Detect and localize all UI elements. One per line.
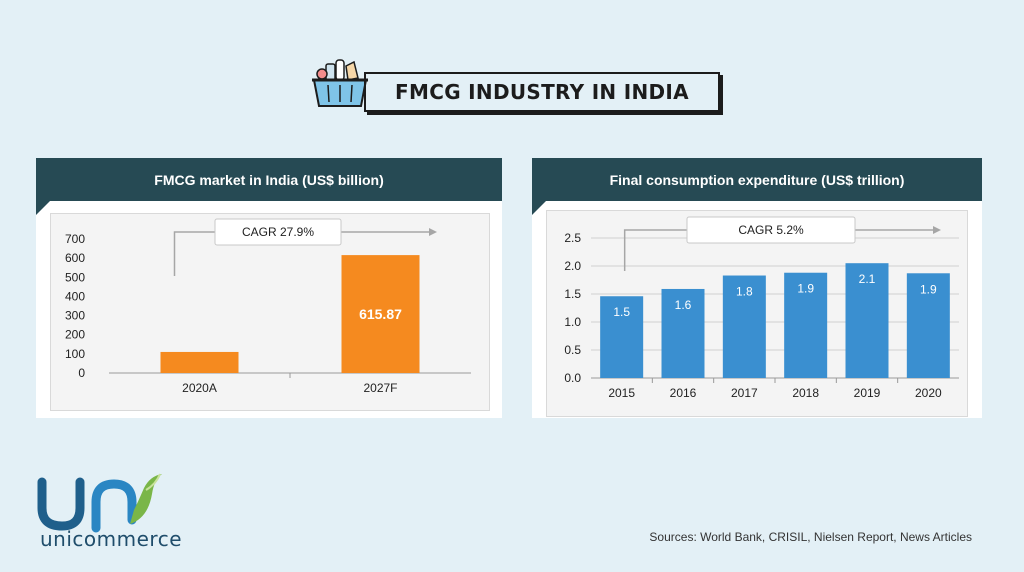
cagr-label: CAGR 27.9%	[242, 225, 314, 239]
sources-note: Sources: World Bank, CRISIL, Nielsen Rep…	[649, 530, 972, 544]
data-label: 1.9	[797, 282, 814, 296]
consumption-chart: 0.0 0.5 1.0 1.5 2.0 2.5 2015 1.5 2016 1.6 2017 1.8 2…	[564, 216, 959, 400]
header-notch	[36, 201, 50, 215]
consumption-panel: Final consumption expenditure (US$ trill…	[532, 158, 982, 418]
bar-2020	[906, 273, 950, 378]
x-tick-label: 2019	[854, 386, 881, 400]
x-tick-label: 2017	[731, 386, 758, 400]
y-tick-label: 300	[65, 309, 85, 323]
fmcg-market-panel: FMCG market in India (US$ billion) 0 100 2…	[36, 158, 502, 418]
y-tick-label: 600	[65, 251, 85, 265]
fmcg-chart-area: 0 100 200 300 400 500 600 700 2020A 2027F 615.87 CA…	[50, 213, 490, 411]
y-tick-label: 2.0	[564, 259, 581, 273]
page-header: FMCG INDUSTRY IN INDIA	[308, 58, 720, 114]
bar-2015	[600, 296, 644, 378]
grocery-basket-icon	[312, 59, 368, 107]
x-tick-label: 2016	[670, 386, 697, 400]
y-tick-label: 1.0	[564, 315, 581, 329]
y-tick-label: 1.5	[564, 287, 581, 301]
y-tick-label: 500	[65, 270, 85, 284]
y-tick-label: 100	[65, 347, 85, 361]
y-tick-label: 700	[65, 232, 85, 246]
data-label: 615.87	[359, 306, 402, 322]
header-notch	[532, 201, 546, 215]
x-tick-label: 2020	[915, 386, 942, 400]
page-title: FMCG INDUSTRY IN INDIA	[395, 80, 689, 104]
bar-2016	[661, 288, 705, 378]
bar-2020A	[160, 351, 239, 373]
unicommerce-logo-icon	[37, 473, 162, 533]
consumption-chart-area: 0.0 0.5 1.0 1.5 2.0 2.5 2015 1.5 2016 1.6 2017 1.8 2…	[546, 210, 968, 417]
data-label: 1.9	[920, 282, 937, 296]
x-tick-label: 2027F	[363, 381, 397, 395]
brand-name: unicommerce	[40, 527, 182, 551]
y-tick-label: 400	[65, 289, 85, 303]
cagr-box	[686, 216, 856, 244]
cagr-arrow-line	[173, 231, 429, 276]
fmcg-market-title: FMCG market in India (US$ billion)	[36, 158, 502, 201]
bar-2019	[845, 263, 889, 378]
y-tick-label: 200	[65, 328, 85, 342]
consumption-title: Final consumption expenditure (US$ trill…	[532, 158, 982, 201]
x-tick-label: 2018	[792, 386, 819, 400]
bar-2017	[722, 275, 766, 378]
title-box: FMCG INDUSTRY IN INDIA	[364, 72, 720, 112]
data-label: 1.8	[736, 285, 753, 299]
data-label: 2.1	[859, 272, 876, 286]
data-label: 1.5	[613, 305, 630, 319]
y-tick-label: 0	[78, 366, 85, 380]
cagr-label: CAGR 5.2%	[738, 223, 804, 237]
bar-2018	[784, 272, 828, 378]
x-tick-label: 2020A	[182, 381, 217, 395]
bar-2027F	[341, 255, 420, 373]
cagr-arrow-head	[933, 226, 941, 234]
y-tick-label: 0.5	[564, 343, 581, 357]
fmcg-market-chart: 0 100 200 300 400 500 600 700 2020A 2027F 615.87 CA…	[65, 218, 471, 395]
y-tick-label: 0.0	[564, 371, 581, 385]
data-label: 1.6	[675, 298, 692, 312]
y-tick-label: 2.5	[564, 231, 581, 245]
x-tick-label: 2015	[608, 386, 635, 400]
cagr-arrow-head	[429, 228, 437, 236]
cagr-box	[214, 218, 342, 246]
